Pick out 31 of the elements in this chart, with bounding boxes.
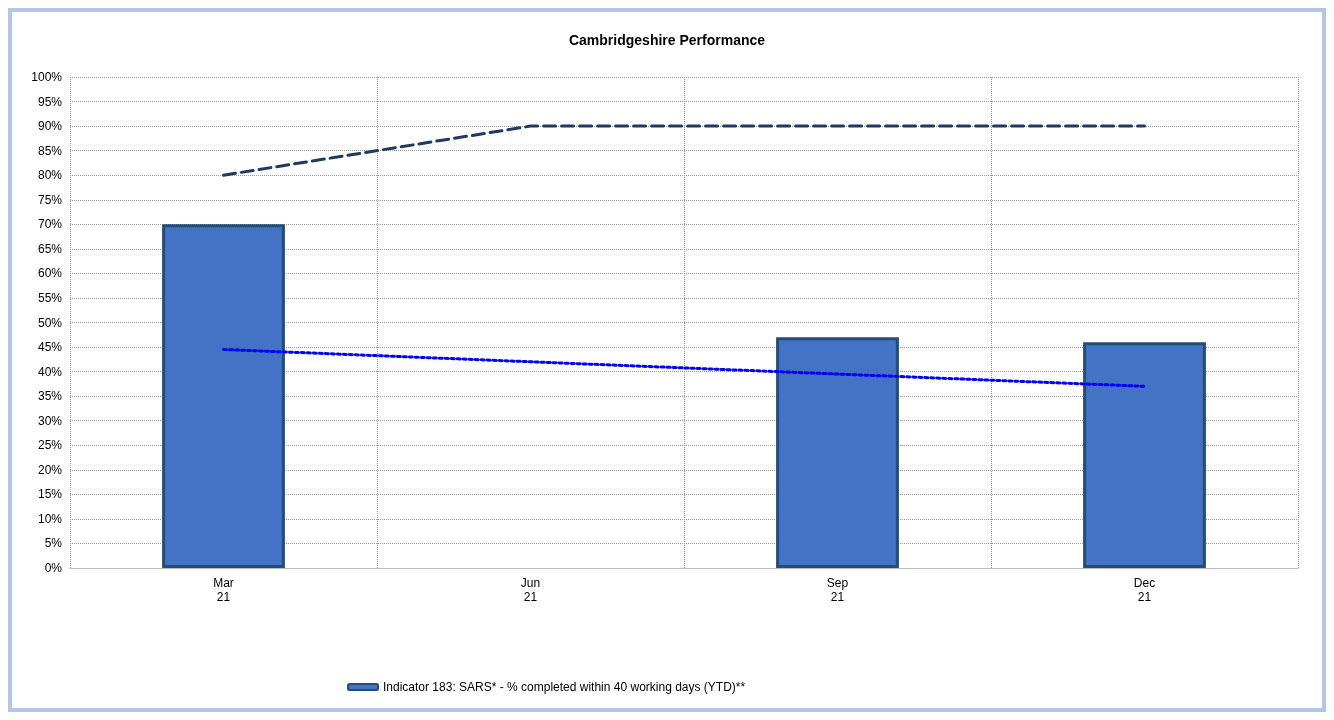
bar bbox=[776, 337, 899, 568]
y-tick-label: 30% bbox=[37, 413, 63, 428]
y-tick-label: 0% bbox=[44, 561, 63, 575]
y-tick-label: 85% bbox=[37, 143, 63, 158]
y-tick-label: 75% bbox=[37, 192, 63, 207]
y-tick-label: 65% bbox=[37, 241, 63, 256]
x-tick-label: Mar 21 bbox=[213, 576, 234, 604]
y-tick-label: 15% bbox=[37, 487, 63, 502]
bar bbox=[162, 224, 285, 568]
x-tick-label: Jun 21 bbox=[520, 576, 541, 604]
chart-title: Cambridgeshire Performance bbox=[568, 32, 766, 48]
y-tick-label: 80% bbox=[37, 168, 63, 183]
y-tick-label: 70% bbox=[37, 217, 63, 232]
bar bbox=[1083, 342, 1206, 568]
y-tick-label: 60% bbox=[37, 266, 63, 281]
y-tick-label: 40% bbox=[37, 364, 63, 379]
y-tick-label: 100% bbox=[31, 70, 63, 84]
y-tick-label: 55% bbox=[37, 290, 63, 305]
legend-label: Indicator 183: SARS* - % completed within 40 working days (YTD)** bbox=[383, 680, 746, 694]
y-tick-label: 10% bbox=[37, 511, 63, 526]
y-tick-label: 35% bbox=[37, 389, 63, 404]
y-tick-label: 20% bbox=[37, 462, 63, 477]
y-tick-label: 45% bbox=[37, 340, 63, 355]
y-tick-label: 25% bbox=[37, 438, 63, 453]
y-tick-label: 95% bbox=[37, 94, 63, 109]
y-tick-label: 90% bbox=[37, 119, 63, 134]
y-tick-label: 5% bbox=[44, 536, 63, 551]
line-series bbox=[222, 348, 1146, 388]
y-tick-label: 50% bbox=[37, 315, 63, 330]
x-tick-label: Sep 21 bbox=[826, 576, 849, 604]
x-tick-label: Dec 21 bbox=[1133, 576, 1156, 604]
